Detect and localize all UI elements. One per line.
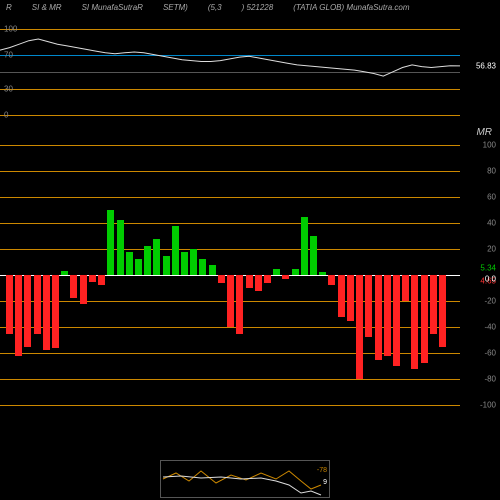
gridline	[0, 353, 460, 354]
mr-bar	[393, 275, 400, 366]
mr-bar	[172, 226, 179, 275]
mr-bar	[356, 275, 363, 379]
mr-bar	[246, 275, 253, 288]
mr-bar	[163, 256, 170, 276]
mr-bar	[430, 275, 437, 334]
mr-bar	[328, 275, 335, 285]
rsi-line	[0, 20, 460, 115]
mr-bar	[347, 275, 354, 321]
mr-bar	[209, 265, 216, 275]
mr-bar	[402, 275, 409, 301]
mini-lines	[161, 461, 329, 497]
mr-bar	[117, 220, 124, 275]
mr-bar	[153, 239, 160, 275]
mr-bar	[52, 275, 59, 348]
mr-bar	[236, 275, 243, 334]
y-axis-label-right: 40	[487, 219, 496, 228]
mr-bar	[255, 275, 262, 291]
rsi-line-chart: 1007030056.83	[0, 20, 500, 115]
mr-bar	[282, 275, 289, 279]
mr-bar	[181, 252, 188, 275]
header-t6: ) 521228	[242, 3, 274, 12]
mr-bar	[292, 269, 299, 276]
header-t7: (TATIA GLOB) MunafaSutra.com	[293, 3, 409, 12]
mr-bar-chart: MR 100806040205.344.650 0-20-40-60-80-10…	[0, 145, 500, 405]
mr-bar	[421, 275, 428, 363]
gridline	[0, 249, 460, 250]
mr-bar	[273, 269, 280, 276]
mr-bar	[6, 275, 13, 334]
mr-bar	[80, 275, 87, 304]
gridline	[0, 145, 460, 146]
gridline	[0, 327, 460, 328]
mr-bar	[301, 217, 308, 276]
chart-header: R SI & MR SI MunafaSutraR SETM) (5,3 ) 5…	[0, 0, 500, 15]
mr-bar	[98, 275, 105, 285]
mr-bar	[227, 275, 234, 327]
mr-bar	[190, 249, 197, 275]
y-axis-label-right: -20	[484, 297, 496, 306]
mr-bar	[310, 236, 317, 275]
mr-bar	[338, 275, 345, 317]
y-axis-label-right: 100	[483, 141, 496, 150]
y-axis-label-right: -100	[480, 401, 496, 410]
mr-bar	[384, 275, 391, 356]
y-axis-label-right: 0 0	[485, 274, 496, 283]
mr-bar	[126, 252, 133, 275]
mr-bar	[15, 275, 22, 356]
y-axis-label-right: 80	[487, 167, 496, 176]
gridline	[0, 171, 460, 172]
mr-bar	[70, 275, 77, 298]
mr-bar	[144, 246, 151, 275]
gridline	[0, 223, 460, 224]
mini-label-1: -78	[317, 467, 327, 474]
gridline	[0, 115, 460, 116]
mr-bar	[439, 275, 446, 347]
mr-bar	[89, 275, 96, 282]
y-axis-label-right: -60	[484, 349, 496, 358]
y-axis-label-right: -40	[484, 323, 496, 332]
mr-bar	[199, 259, 206, 275]
gridline	[0, 405, 460, 406]
mini-label-2: 9	[323, 479, 327, 486]
header-t4: SETM)	[163, 3, 188, 12]
mr-bar	[61, 271, 68, 275]
mr-bar	[411, 275, 418, 369]
header-t2: SI & MR	[32, 3, 62, 12]
mr-bar	[43, 275, 50, 350]
mr-bar	[34, 275, 41, 334]
y-axis-label-right: -80	[484, 375, 496, 384]
mr-bar	[375, 275, 382, 360]
gridline	[0, 197, 460, 198]
current-value-label: 56.83	[476, 61, 496, 70]
header-t3: SI MunafaSutraR	[82, 3, 143, 12]
mr-bar	[264, 275, 271, 283]
mini-summary-chart: -78 9	[160, 460, 330, 498]
mr-bar	[107, 210, 114, 275]
y-axis-label-right: 60	[487, 193, 496, 202]
mr-bar	[365, 275, 372, 337]
y-axis-label-right: 5.34	[480, 264, 496, 273]
header-t5: (5,3	[208, 3, 222, 12]
mr-bar	[319, 272, 326, 275]
y-axis-label-right: 20	[487, 245, 496, 254]
header-t1: R	[6, 3, 12, 12]
mr-bar	[24, 275, 31, 347]
gridline	[0, 379, 460, 380]
mr-bar	[218, 275, 225, 283]
mr-bar	[135, 259, 142, 275]
mr-label: MR	[476, 127, 492, 138]
